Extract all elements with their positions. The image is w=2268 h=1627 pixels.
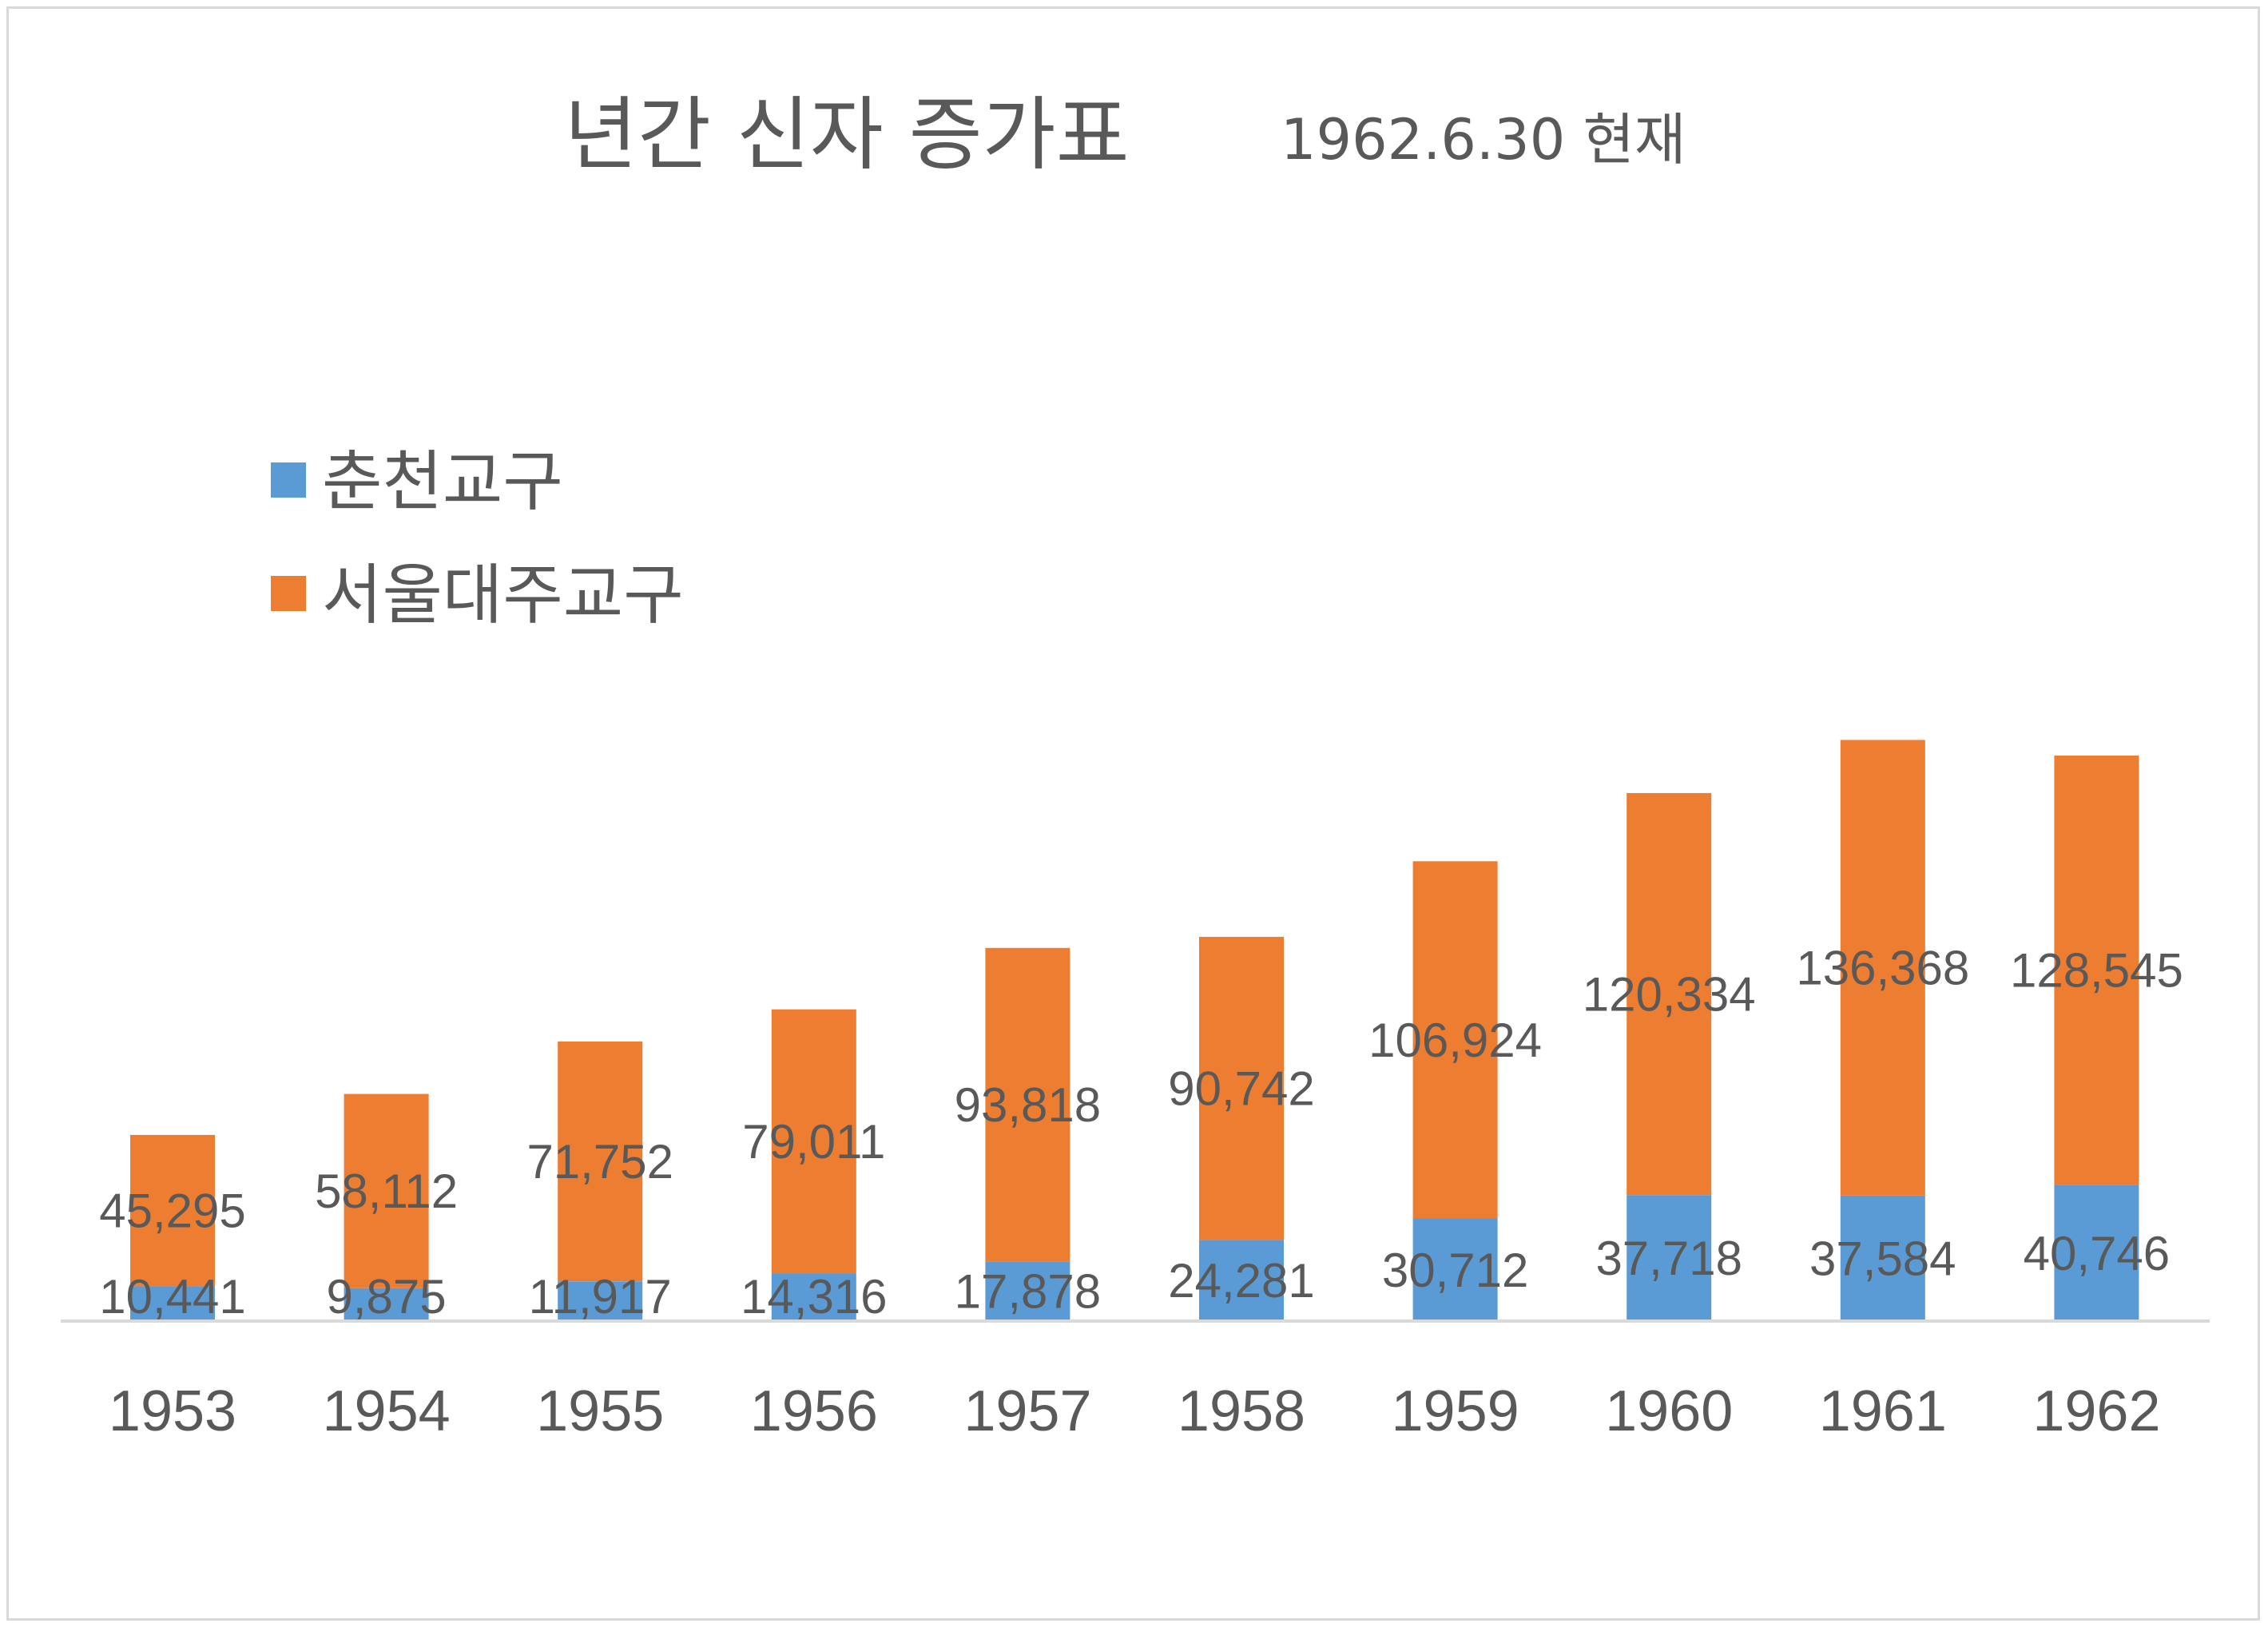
- data-label-chuncheon-1953: 10,441: [99, 1270, 246, 1323]
- data-label-seoul-1955: 71,752: [526, 1135, 673, 1189]
- bar-chuncheon-1959: [1412, 1218, 1498, 1321]
- data-label-chuncheon-1959: 30,712: [1382, 1244, 1529, 1297]
- chart-subtitle: 1962.6.30 현재: [1281, 107, 1686, 173]
- bar-chuncheon-1955: [558, 1281, 643, 1321]
- x-tick-label-1959: 1959: [1392, 1379, 1519, 1443]
- data-label-seoul-1954: 58,112: [315, 1165, 458, 1218]
- legend-swatch-chuncheon: [271, 462, 306, 498]
- bar-chuncheon-1953: [130, 1286, 215, 1321]
- bar-chuncheon-1954: [344, 1288, 429, 1321]
- x-tick-label-1956: 1956: [750, 1379, 878, 1443]
- legend-label-chuncheon: 춘천교구: [322, 444, 563, 520]
- bar-seoul-1955: [558, 1042, 643, 1282]
- data-label-chuncheon-1957: 17,878: [955, 1265, 1102, 1319]
- bar-chuncheon-1956: [771, 1273, 856, 1321]
- x-tick-label-1962: 1962: [2032, 1379, 2160, 1443]
- bar-seoul-1953: [130, 1134, 215, 1287]
- bar-chuncheon-1958: [1199, 1240, 1284, 1321]
- bar-seoul-1957: [985, 947, 1070, 1262]
- data-labels-group: 10,441 45,295 9,875 58,112 11,917 71,752 14,31…: [99, 942, 2183, 1323]
- data-label-chuncheon-1960: 37,718: [1595, 1232, 1742, 1285]
- data-label-seoul-1956: 79,011: [742, 1115, 885, 1169]
- data-label-seoul-1953: 45,295: [99, 1185, 246, 1238]
- data-label-chuncheon-1962: 40,746: [2024, 1227, 2171, 1280]
- data-label-seoul-1962: 128,545: [2010, 944, 2183, 998]
- data-label-seoul-1957: 93,818: [955, 1078, 1102, 1132]
- x-tick-label-1957: 1957: [963, 1379, 1091, 1443]
- legend-swatch-seoul: [271, 576, 306, 611]
- bar-seoul-1959: [1412, 861, 1498, 1219]
- data-label-seoul-1959: 106,924: [1368, 1014, 1542, 1067]
- x-tick-label-1955: 1955: [536, 1379, 664, 1443]
- bar-chuncheon-1957: [985, 1261, 1070, 1321]
- bar-seoul-1962: [2054, 755, 2139, 1185]
- bar-chuncheon-1962: [2054, 1185, 2139, 1321]
- bar-seoul-1956: [771, 1009, 856, 1274]
- data-label-chuncheon-1958: 24,281: [1168, 1254, 1315, 1308]
- x-tick-label-1958: 1958: [1178, 1379, 1305, 1443]
- bar-seoul-1961: [1840, 740, 1925, 1196]
- bar-chuncheon-1961: [1840, 1195, 1925, 1321]
- bar-chuncheon-1960: [1627, 1195, 1712, 1321]
- bar-seoul-1954: [344, 1093, 429, 1288]
- data-label-chuncheon-1961: 37,584: [1809, 1232, 1956, 1285]
- bars-group: [130, 740, 2139, 1321]
- x-tick-labels: 1953 1954 1955 1956 1957 1958 1959 1960 1961 1962: [109, 1379, 2161, 1443]
- chart-title: 년간 신자 증가표: [564, 88, 1130, 181]
- data-label-chuncheon-1954: 9,875: [327, 1270, 447, 1323]
- data-label-seoul-1961: 136,368: [1796, 942, 1969, 995]
- data-label-chuncheon-1956: 14,316: [741, 1270, 888, 1323]
- data-label-seoul-1960: 120,334: [1583, 968, 1756, 1022]
- x-tick-label-1961: 1961: [1819, 1379, 1947, 1443]
- legend: 춘천교구 서울대주교구: [271, 444, 684, 633]
- x-tick-label-1960: 1960: [1605, 1379, 1733, 1443]
- chart-frame: 년간 신자 증가표 1962.6.30 현재 춘천교구 서울대주교구 10,44…: [6, 6, 2260, 1621]
- bar-seoul-1960: [1627, 792, 1712, 1196]
- x-tick-label-1953: 1953: [109, 1379, 236, 1443]
- bar-seoul-1958: [1199, 936, 1284, 1240]
- stacked-bar-chart: 년간 신자 증가표 1962.6.30 현재 춘천교구 서울대주교구 10,44…: [61, 88, 2210, 1443]
- legend-label-seoul: 서울대주교구: [322, 558, 684, 633]
- data-label-seoul-1958: 90,742: [1168, 1062, 1315, 1116]
- data-label-chuncheon-1955: 11,917: [529, 1270, 672, 1323]
- x-tick-label-1954: 1954: [323, 1379, 451, 1443]
